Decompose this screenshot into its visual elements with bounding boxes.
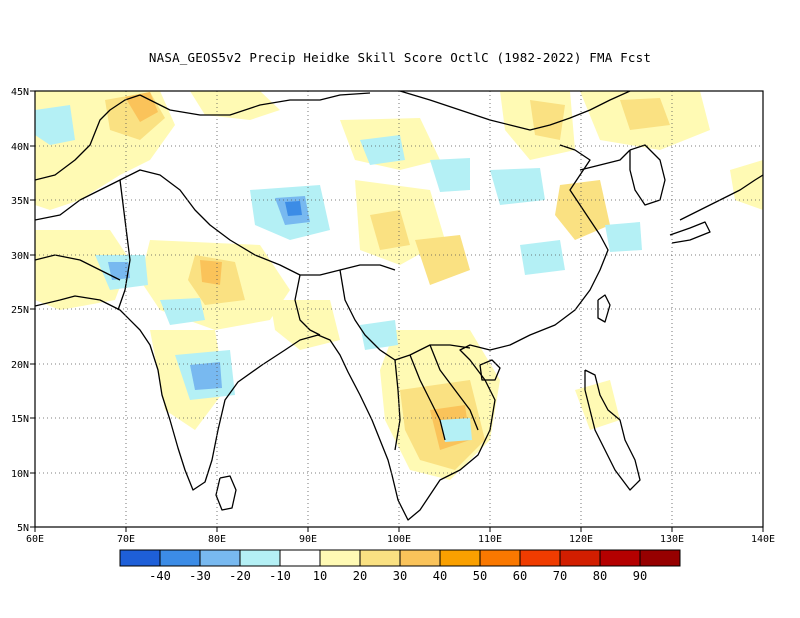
colorbar-swatch [599, 549, 641, 567]
field-patch [530, 100, 565, 140]
field-patch [440, 418, 472, 442]
korea-coastline [629, 144, 666, 206]
grid-lines [35, 91, 763, 527]
lon-tick-label: 90E [299, 534, 317, 545]
national-border [294, 274, 321, 336]
colorbar-label: -20 [229, 569, 251, 583]
colorbar-label: -10 [269, 569, 291, 583]
colorbar-swatch [319, 549, 361, 567]
coastlines-and-borders [35, 91, 763, 521]
national-border [117, 179, 131, 311]
colorbar-label: 90 [633, 569, 647, 583]
colorbar-label: 30 [393, 569, 407, 583]
field-patch [360, 135, 405, 165]
lon-tick-label: 140E [751, 534, 775, 545]
taiwan-coastline [597, 294, 611, 323]
national-border [579, 149, 631, 171]
field-patch [108, 262, 130, 280]
positive-skill-patches [35, 91, 763, 480]
lat-tick-label: 25N [11, 305, 29, 316]
field-patch [605, 222, 642, 252]
colorbar-swatch [199, 549, 241, 567]
field-patch [190, 91, 280, 120]
national-border [394, 359, 401, 451]
colorbar-swatch [399, 549, 441, 567]
lon-tick-label: 130E [660, 534, 684, 545]
lon-tick-label: 120E [569, 534, 593, 545]
colorbar-label: 60 [513, 569, 527, 583]
national-border [139, 92, 371, 116]
colorbar-swatch [279, 549, 321, 567]
chart-title: NASA_GEOS5v2 Precip Heidke Skill Score O… [148, 50, 652, 65]
lat-tick-label: 40N [11, 142, 29, 153]
national-border [339, 269, 471, 361]
lat-tick-label: 30N [11, 251, 29, 262]
score-field-layer [35, 91, 763, 521]
lon-tick-label: 100E [387, 534, 411, 545]
colorbar-labels: -40 -30 -20 -10 10 20 30 40 50 60 70 80 … [149, 569, 647, 583]
colorbar-swatch [479, 549, 521, 567]
lat-tick-label: 45N [11, 87, 29, 98]
field-patch [160, 298, 205, 325]
field-patch [200, 260, 222, 285]
philippines-coastline [584, 369, 641, 491]
india-coastline [35, 295, 319, 491]
field-patch [285, 201, 302, 216]
colorbar-swatch [519, 549, 561, 567]
national-border [409, 354, 446, 441]
myanmar-coastline [317, 334, 393, 476]
field-patch [620, 98, 670, 130]
sri-lanka-coastline [215, 475, 237, 511]
colorbar-label: 10 [313, 569, 327, 583]
field-patch [190, 362, 222, 390]
colorbar-swatch [559, 549, 601, 567]
colorbar-label: 40 [433, 569, 447, 583]
indochina-coastline [391, 144, 609, 521]
colorbar-label: 80 [593, 569, 607, 583]
negative-skill-patches [35, 105, 642, 442]
field-patch [360, 320, 398, 350]
field-patch [555, 180, 610, 240]
japan-coastline [679, 174, 763, 221]
national-border [429, 344, 479, 431]
lat-tick-label: 5N [17, 523, 29, 534]
lat-tick-label: 10N [11, 469, 29, 480]
colorbar-label: -30 [189, 569, 211, 583]
japan-coastline [669, 221, 711, 244]
colorbar-swatch [159, 549, 201, 567]
colorbar-label: 70 [553, 569, 567, 583]
field-patch [35, 230, 130, 310]
national-border [35, 94, 141, 181]
colorbar-swatch [439, 549, 481, 567]
colorbar-swatch [359, 549, 401, 567]
lat-tick-label: 20N [11, 360, 29, 371]
field-patch [35, 105, 75, 145]
colorbar-swatch [639, 549, 681, 567]
colorbar-swatch [119, 549, 161, 567]
field-patch [520, 240, 565, 275]
lon-tick-label: 80E [208, 534, 226, 545]
colorbar-label: 50 [473, 569, 487, 583]
latitude-labels: 5N 10N 15N 20N 25N 30N 35N 40N 45N [11, 87, 29, 534]
lat-tick-label: 15N [11, 414, 29, 425]
colorbar-label: 20 [353, 569, 367, 583]
colorbar-swatch [239, 549, 281, 567]
field-patch [415, 235, 470, 285]
field-patch [430, 158, 470, 192]
hainan-coastline [479, 359, 501, 381]
colorbar-label: -40 [149, 569, 171, 583]
field-patch [370, 210, 410, 250]
national-border [35, 254, 121, 281]
field-patch [490, 168, 545, 205]
lon-tick-label: 70E [117, 534, 135, 545]
lat-tick-label: 35N [11, 196, 29, 207]
lon-tick-label: 60E [26, 534, 44, 545]
colorbar: -40 -30 -20 -10 10 20 30 40 50 60 70 80 … [119, 549, 681, 583]
national-border [399, 91, 631, 131]
lon-tick-label: 110E [478, 534, 502, 545]
longitude-labels: 60E 70E 80E 90E 100E 110E 120E 130E 140E [26, 534, 775, 545]
axis-ticks [30, 90, 764, 532]
colorbar-swatches [119, 549, 681, 567]
